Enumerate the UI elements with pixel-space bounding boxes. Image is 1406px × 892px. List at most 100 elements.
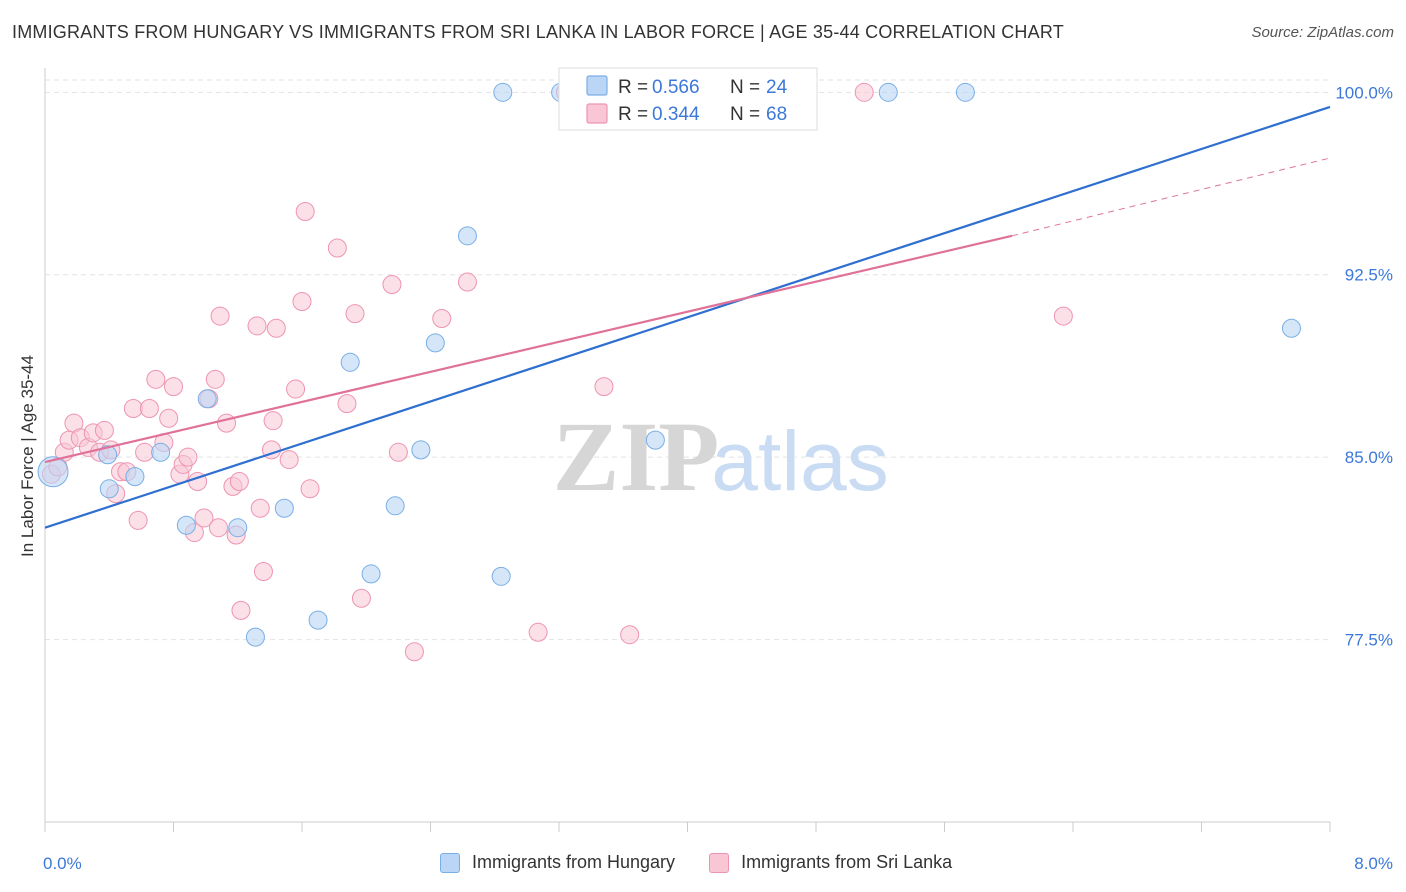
data-point-srilanka	[279, 450, 299, 470]
legend-item-srilanka[interactable]: Immigrants from Sri Lanka	[709, 852, 952, 873]
legend-label-hungary: Immigrants from Hungary	[472, 852, 676, 872]
data-point-hungary	[197, 389, 217, 409]
data-point-hungary	[361, 564, 381, 584]
data-point-hungary	[98, 445, 118, 465]
data-point-srilanka	[128, 510, 148, 530]
data-point-hungary	[955, 82, 975, 102]
data-point-srilanka	[210, 306, 230, 326]
legend-item-hungary[interactable]: Immigrants from Hungary	[440, 852, 675, 873]
data-point-srilanka	[146, 369, 166, 389]
data-point-srilanka	[388, 442, 408, 462]
data-point-srilanka	[159, 408, 179, 428]
series-hungary-points	[37, 82, 1301, 647]
data-point-srilanka	[286, 379, 306, 399]
legend-n-label-hungary: N =	[730, 77, 765, 98]
data-point-srilanka	[266, 318, 286, 338]
chart-title: IMMIGRANTS FROM HUNGARY VS IMMIGRANTS FR…	[12, 22, 1064, 42]
watermark-zip: ZIP	[553, 401, 720, 512]
legend-n-value-srilanka: 68	[766, 104, 787, 125]
data-point-srilanka	[432, 309, 452, 329]
data-point-srilanka	[217, 413, 237, 433]
data-point-srilanka	[229, 471, 249, 491]
data-point-hungary	[151, 442, 171, 462]
data-point-srilanka	[620, 625, 640, 645]
data-point-hungary	[228, 518, 248, 538]
legend-swatch-srilanka	[586, 103, 608, 124]
data-point-srilanka	[594, 377, 614, 397]
data-point-hungary	[425, 333, 445, 353]
data-point-srilanka	[337, 394, 357, 414]
legend-r-label-srilanka: R =	[618, 104, 653, 125]
trend-line-hungary	[44, 105, 1331, 529]
data-point-srilanka	[194, 508, 214, 528]
data-point-srilanka	[164, 377, 183, 397]
source-label: Source: ZipAtlas.com	[1251, 24, 1394, 41]
grid-lines	[45, 79, 1330, 641]
data-point-hungary	[878, 82, 898, 102]
data-point-hungary	[493, 82, 513, 102]
data-point-hungary	[411, 440, 431, 460]
data-point-srilanka	[263, 411, 283, 431]
legend-r-value-hungary: 0.566	[652, 77, 700, 98]
legend-r-label-hungary: R =	[618, 77, 653, 98]
data-point-srilanka	[250, 498, 270, 518]
data-point-srilanka	[345, 304, 365, 324]
y-tick-label: 77.5%	[1345, 631, 1393, 650]
legend-top: R = 0.566 N = 24 R = 0.344 N = 68	[558, 67, 818, 131]
legend-label-srilanka: Immigrants from Sri Lanka	[741, 852, 953, 872]
data-point-srilanka	[231, 600, 251, 620]
data-point-hungary	[125, 467, 145, 487]
watermark-atlas: atlas	[711, 414, 888, 508]
trend-line-srilanka-extension	[1011, 157, 1331, 237]
data-point-srilanka	[327, 238, 347, 258]
x-tick-label: 8.0%	[1354, 854, 1393, 873]
data-point-srilanka	[178, 447, 198, 467]
axes	[44, 68, 1331, 832]
legend-swatch-hungary-bottom	[440, 852, 460, 873]
legend-bottom: Immigrants from Hungary Immigrants from …	[440, 852, 986, 873]
legend-swatch-hungary	[586, 75, 608, 96]
data-point-srilanka	[295, 202, 315, 222]
x-tick-label: 0.0%	[43, 854, 82, 873]
data-point-srilanka	[247, 316, 267, 336]
legend-swatch-srilanka-bottom	[709, 852, 730, 873]
series-srilanka-points	[41, 82, 1073, 662]
data-point-srilanka	[205, 369, 225, 389]
y-tick-label: 92.5%	[1345, 266, 1393, 285]
data-point-hungary	[340, 352, 360, 372]
data-point-srilanka	[351, 588, 371, 608]
data-point-hungary	[37, 456, 69, 488]
trend-lines	[44, 105, 1331, 529]
trend-line-srilanka	[44, 234, 1013, 464]
watermark: ZIP atlas	[553, 401, 889, 512]
data-point-hungary	[99, 479, 119, 499]
data-point-srilanka	[854, 82, 874, 102]
data-point-hungary	[1281, 318, 1301, 338]
legend-r-value-srilanka: 0.344	[652, 104, 700, 125]
legend-n-value-hungary: 24	[766, 77, 788, 98]
data-point-srilanka	[528, 622, 548, 642]
data-point-hungary	[274, 498, 294, 518]
data-point-srilanka	[404, 642, 424, 662]
tick-labels: 77.5% 85.0% 92.5% 100.0% 0.0% 8.0%	[43, 83, 1393, 873]
data-point-srilanka	[457, 272, 477, 292]
data-point-srilanka	[1053, 306, 1073, 326]
data-point-hungary	[176, 515, 196, 535]
data-point-srilanka	[292, 291, 312, 311]
y-tick-label: 85.0%	[1345, 448, 1393, 467]
data-point-hungary	[308, 610, 328, 630]
legend-n-label-srilanka: N =	[730, 104, 765, 125]
data-point-srilanka	[208, 518, 228, 538]
y-tick-label: 100.0%	[1335, 83, 1393, 102]
data-point-srilanka	[123, 399, 143, 419]
data-point-srilanka	[300, 479, 320, 499]
data-point-srilanka	[94, 420, 114, 440]
data-point-hungary	[457, 226, 477, 246]
data-point-hungary	[491, 566, 511, 586]
data-point-hungary	[385, 496, 405, 516]
data-point-srilanka	[382, 274, 402, 294]
data-point-hungary	[645, 430, 665, 450]
data-point-srilanka	[139, 399, 159, 419]
data-point-srilanka	[135, 442, 155, 462]
